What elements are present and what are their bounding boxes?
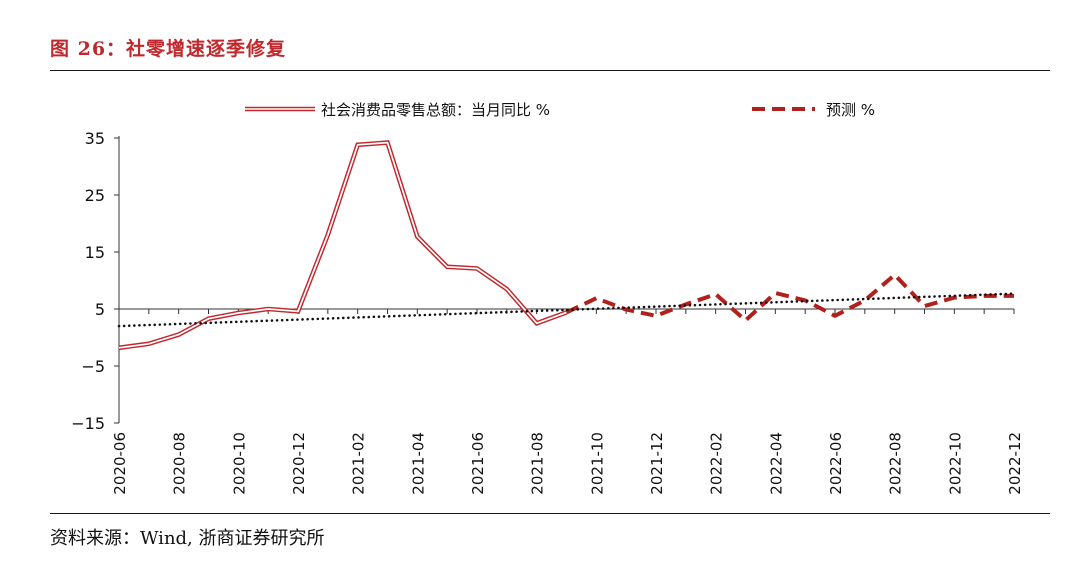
x-tick-label: 2022-12: [1006, 432, 1024, 495]
x-tick-label: 2021-10: [588, 432, 606, 495]
source-note: 资料来源：Wind, 浙商证券研究所: [50, 528, 325, 549]
x-tick-label: 2020-06: [111, 432, 129, 495]
x-tick-label: 2022-08: [887, 432, 905, 495]
legend: 社会消费品零售总额：当月同比 % 预测 %: [245, 101, 875, 119]
x-tick-label: 2021-06: [469, 432, 487, 495]
actual-line-inner: [118, 141, 567, 349]
y-tick-label: 35: [85, 129, 105, 148]
legend-label-actual: 社会消费品零售总额：当月同比 %: [321, 101, 550, 119]
x-tick-label: 2021-02: [350, 432, 368, 495]
series-layer: [117, 140, 1016, 351]
legend-label-forecast: 预测 %: [826, 101, 875, 119]
x-tick-label: 2020-08: [171, 432, 189, 495]
x-tick-label: 2022-06: [827, 432, 845, 495]
y-axis: 35 25 15 5 −5 −15: [71, 129, 120, 433]
figure-title: 图 26：社零增速逐季修复: [50, 38, 287, 60]
x-tick-label: 2022-02: [708, 432, 726, 495]
bottom-rule: [50, 513, 1050, 514]
x-axis: 2020-06 2020-08 2020-10 2020-12 2021-02 2021-…: [111, 308, 1024, 495]
top-rule: [50, 70, 1050, 71]
y-tick-label: −5: [81, 357, 105, 376]
y-tick-label: 5: [95, 300, 105, 319]
y-tick-label: −15: [71, 414, 105, 433]
x-tick-label: 2021-04: [409, 432, 427, 495]
y-tick-label: 15: [85, 243, 105, 262]
x-tick-label: 2022-04: [767, 432, 785, 495]
x-tick-label: 2021-12: [648, 432, 666, 495]
x-tick-label: 2020-10: [230, 432, 248, 495]
legend-item-actual: 社会消费品零售总额：当月同比 %: [245, 101, 550, 119]
trend-line: [117, 292, 1016, 328]
legend-item-forecast: 预测 %: [752, 101, 875, 119]
forecast-line: [565, 272, 1014, 323]
y-tick-label: 25: [85, 186, 105, 205]
x-tick-label: 2022-10: [946, 432, 964, 495]
x-tick-label: 2020-12: [290, 432, 308, 495]
x-tick-label: 2021-08: [529, 432, 547, 495]
